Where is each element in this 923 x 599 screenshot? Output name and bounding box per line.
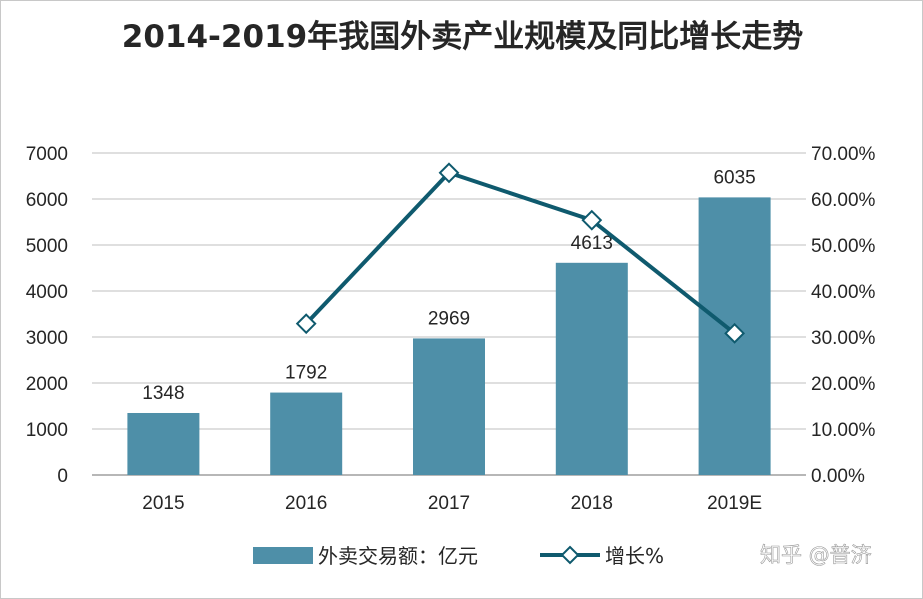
category-axis-labels: 2015 2016 2017 2018 2019E — [142, 493, 762, 514]
category-label: 2018 — [571, 493, 613, 514]
bar — [555, 262, 628, 475]
category-label: 2016 — [285, 493, 327, 514]
right-axis-tick-label: 40.00% — [811, 282, 876, 303]
bar-series — [127, 197, 771, 475]
bar-value-label: 2969 — [428, 308, 470, 329]
bar-value-label: 6035 — [713, 167, 755, 188]
right-axis-ticks: 0.00% 10.00% 20.00% 30.00% 40.00% 50.00% 60.00… — [811, 144, 876, 487]
growth-point-marker — [438, 162, 460, 184]
growth-point-marker — [295, 313, 317, 335]
right-axis-tick-label: 10.00% — [811, 420, 876, 441]
line-series — [295, 162, 746, 344]
left-axis-tick-label: 7000 — [26, 144, 68, 165]
left-axis-tick-label: 6000 — [26, 190, 68, 211]
left-axis-tick-label: 2000 — [26, 374, 68, 395]
right-axis-tick-label: 60.00% — [811, 190, 876, 211]
category-label: 2017 — [428, 493, 470, 514]
right-axis-tick-label: 30.00% — [811, 328, 876, 349]
bar — [127, 412, 200, 475]
right-axis-tick-label: 50.00% — [811, 236, 876, 257]
bar-value-label: 4613 — [571, 233, 613, 254]
left-axis-ticks: 0 1000 2000 3000 4000 5000 6000 7000 — [26, 144, 68, 487]
left-axis-tick-label: 0 — [57, 466, 68, 487]
category-label: 2019E — [707, 493, 762, 514]
watermark-text: 知乎 @普济 — [760, 543, 872, 567]
left-axis-tick-label: 4000 — [26, 282, 68, 303]
growth-point-marker — [724, 322, 746, 344]
bar — [413, 338, 485, 475]
chart-title: 2014-2019年我国外卖产业规模及同比增长走势 — [121, 19, 804, 55]
category-label: 2015 — [142, 493, 184, 514]
legend-line-marker — [560, 545, 580, 565]
legend-bar-label: 外卖交易额：亿元 — [318, 544, 478, 568]
left-axis-tick-label: 5000 — [26, 236, 68, 257]
legend-line-label: 增长% — [605, 544, 664, 568]
bar-data-labels: 1348 1792 2969 4613 6035 — [142, 167, 755, 404]
right-axis-tick-label: 0.00% — [811, 466, 865, 487]
left-axis-tick-label: 1000 — [26, 420, 68, 441]
legend: 外卖交易额：亿元 增长% — [253, 544, 664, 568]
left-axis-tick-label: 3000 — [26, 328, 68, 349]
bar — [270, 392, 343, 475]
bar-value-label: 1792 — [285, 363, 327, 384]
legend-bar-swatch — [253, 547, 313, 564]
bar-value-label: 1348 — [142, 383, 184, 404]
growth-line — [304, 170, 736, 335]
right-axis-tick-label: 70.00% — [811, 144, 876, 165]
growth-point-marker — [581, 209, 603, 231]
right-axis-tick-label: 20.00% — [811, 374, 876, 395]
